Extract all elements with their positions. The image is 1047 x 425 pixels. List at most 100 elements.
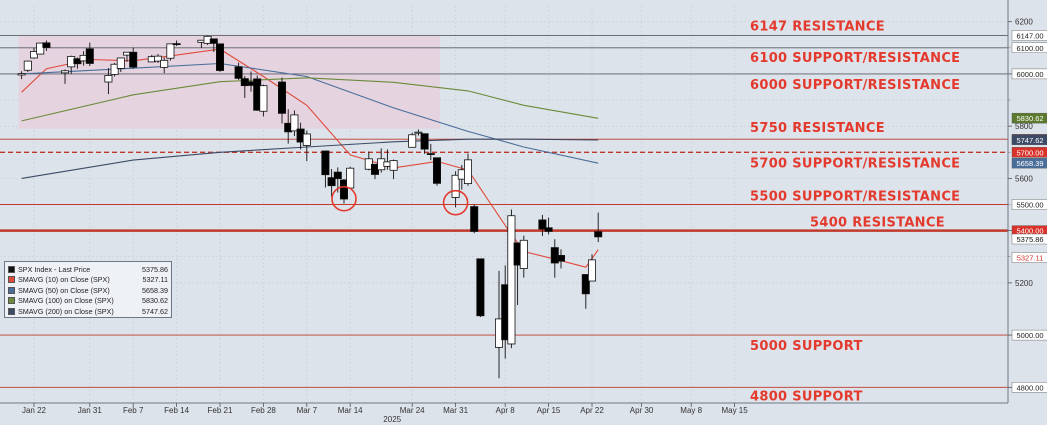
candle-body [557,255,566,262]
price-tag-box [1011,382,1047,393]
candle [339,179,348,204]
candle-body [166,43,175,59]
candle-body [129,51,138,68]
candle-body [85,48,94,64]
price-tag-text: 6000.00 [1016,70,1043,79]
x-tick-label: Feb 7 [123,406,144,415]
candle-body [414,131,423,134]
candle-body [426,153,435,155]
y-tick-label: 5600 [1015,174,1033,183]
candle [414,129,423,136]
candle [209,38,218,52]
candle [23,60,32,73]
price-tag: 5830.62 [1011,112,1047,124]
candle [153,54,162,63]
x-tick-label: Apr 15 [537,406,561,415]
level-label: 5700 SUPPORT/RESISTANCE [750,156,960,171]
candle [104,68,113,95]
legend-entry-value: 5747.62 [142,306,168,316]
price-tag: 6100.00 [1011,42,1047,53]
price-tag-text: 5658.39 [1016,159,1043,168]
legend-entry: SMAVG (100) on Close (SPX) 5830.62 [8,296,168,307]
candle [36,42,45,55]
candle-body [160,59,169,68]
candle [588,254,597,282]
candle-body [451,174,460,198]
candle [259,84,268,117]
level-label: 5500 SUPPORT/RESISTANCE [750,190,960,205]
price-tag: 5700.00 [1011,147,1047,158]
candle-body [172,43,181,46]
highlight-circle [442,189,469,216]
level-label: 5400 RESISTANCE [810,216,945,231]
candle [451,171,460,208]
price-tag-box [1011,112,1047,124]
candle-body [104,75,113,83]
price-tag-text: 5747.62 [1016,136,1043,145]
candle-body [476,258,485,317]
price-tag-text: 5375.86 [1016,235,1043,244]
legend: SPX Index - Last Price 5375.86 SMAVG (10… [4,261,172,318]
highlight-circles [331,185,469,216]
x-tick-label: Feb 14 [164,406,189,415]
candle-body [327,177,336,187]
price-tag-text: 5700.00 [1016,148,1043,157]
candle-body [519,239,528,269]
price-tag-text: 4800.00 [1016,383,1043,392]
price-tag-box [1011,30,1047,41]
x-tick-label: Feb 21 [208,406,233,415]
price-tag: 5747.62 [1011,134,1047,146]
x-tick-label: Feb 28 [251,406,276,415]
price-tag: 5375.86 [1011,233,1047,245]
price-tag: 5658.39 [1011,157,1047,169]
candle [408,132,417,148]
candle-body [116,57,125,69]
candle-body [290,114,299,132]
ma-line [21,77,599,122]
legend-entry: SMAVG (50) on Close (SPX) 5658.39 [8,285,168,296]
legend-entry-value: 5658.39 [142,285,168,295]
candle-body [61,70,70,74]
candle [290,110,299,137]
price-tag-text: 5400.00 [1016,227,1043,236]
x-year-label: 2025 [383,415,401,424]
price-tag-box [1011,68,1047,80]
price-tag: 5500.00 [1011,199,1047,210]
candle-body [463,159,472,185]
candle-body [259,85,268,112]
legend-swatch [8,307,15,315]
candle-body [544,227,553,232]
candle-body [432,157,441,184]
price-tag-box [1011,233,1047,245]
price-tag-text: 5500.00 [1016,201,1043,210]
candle-body [23,60,32,71]
x-tick-label: May 15 [721,406,748,415]
candle [302,130,311,162]
candle [476,258,485,318]
candle [29,47,38,59]
highlight-circle [331,185,357,212]
x-tick-label: Mar 14 [338,406,363,415]
x-tick-label: Mar 7 [297,406,318,415]
price-tag-text: 5830.62 [1016,114,1043,123]
candle-body [588,259,597,282]
price-tag: 5327.11 [1011,252,1047,263]
x-tick-label: Mar 24 [400,406,425,415]
price-tag: 6147.00 [1011,30,1047,41]
candle-body [17,73,26,76]
legend-swatch [8,286,15,294]
legend-entry-value: 5830.62 [142,296,168,306]
candle [277,77,286,124]
candle [234,62,243,80]
candle-body [339,179,348,200]
level-label: 5750 RESISTANCE [750,121,885,136]
x-tick-label: Mar 31 [443,406,468,415]
legend-swatch [8,265,15,273]
price-tag-box [1011,157,1047,169]
candle-body [42,42,51,48]
level-label: 6000 SUPPORT/RESISTANCE [750,78,960,93]
candle [321,150,330,188]
price-tag: 6000.00 [1011,68,1047,80]
level-label: 6147 RESISTANCE [750,20,885,35]
legend-title: SPX Index - Last Price [18,264,91,274]
